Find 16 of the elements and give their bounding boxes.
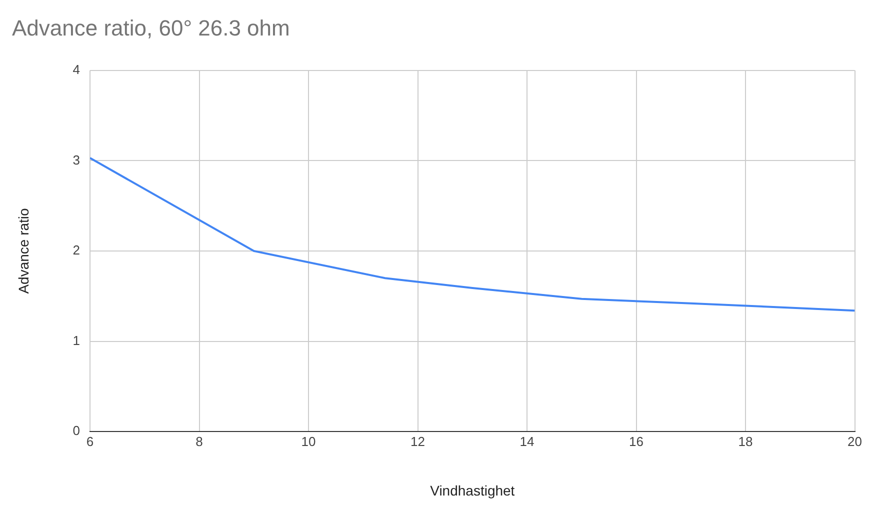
x-axis-title: Vindhastighet <box>430 482 515 498</box>
y-axis-title: Advance ratio <box>15 208 32 294</box>
x-tick-label: 10 <box>301 434 316 449</box>
y-tick-label: 1 <box>72 332 80 348</box>
y-tick-label: 4 <box>72 62 80 77</box>
x-tick-label: 14 <box>520 434 534 449</box>
y-tick-label: 3 <box>72 152 80 168</box>
y-tick-label: 0 <box>72 423 80 438</box>
x-tick-label: 18 <box>738 434 753 449</box>
x-tick-label: 8 <box>196 434 203 449</box>
x-tick-label: 16 <box>629 434 644 449</box>
x-tick-label: 12 <box>410 434 426 449</box>
x-tick-label: 6 <box>86 434 94 449</box>
y-tick-label: 2 <box>72 242 80 258</box>
chart-title: Advance ratio, 60° 26.3 ohm <box>12 15 290 40</box>
x-tick-label: 20 <box>848 434 862 449</box>
